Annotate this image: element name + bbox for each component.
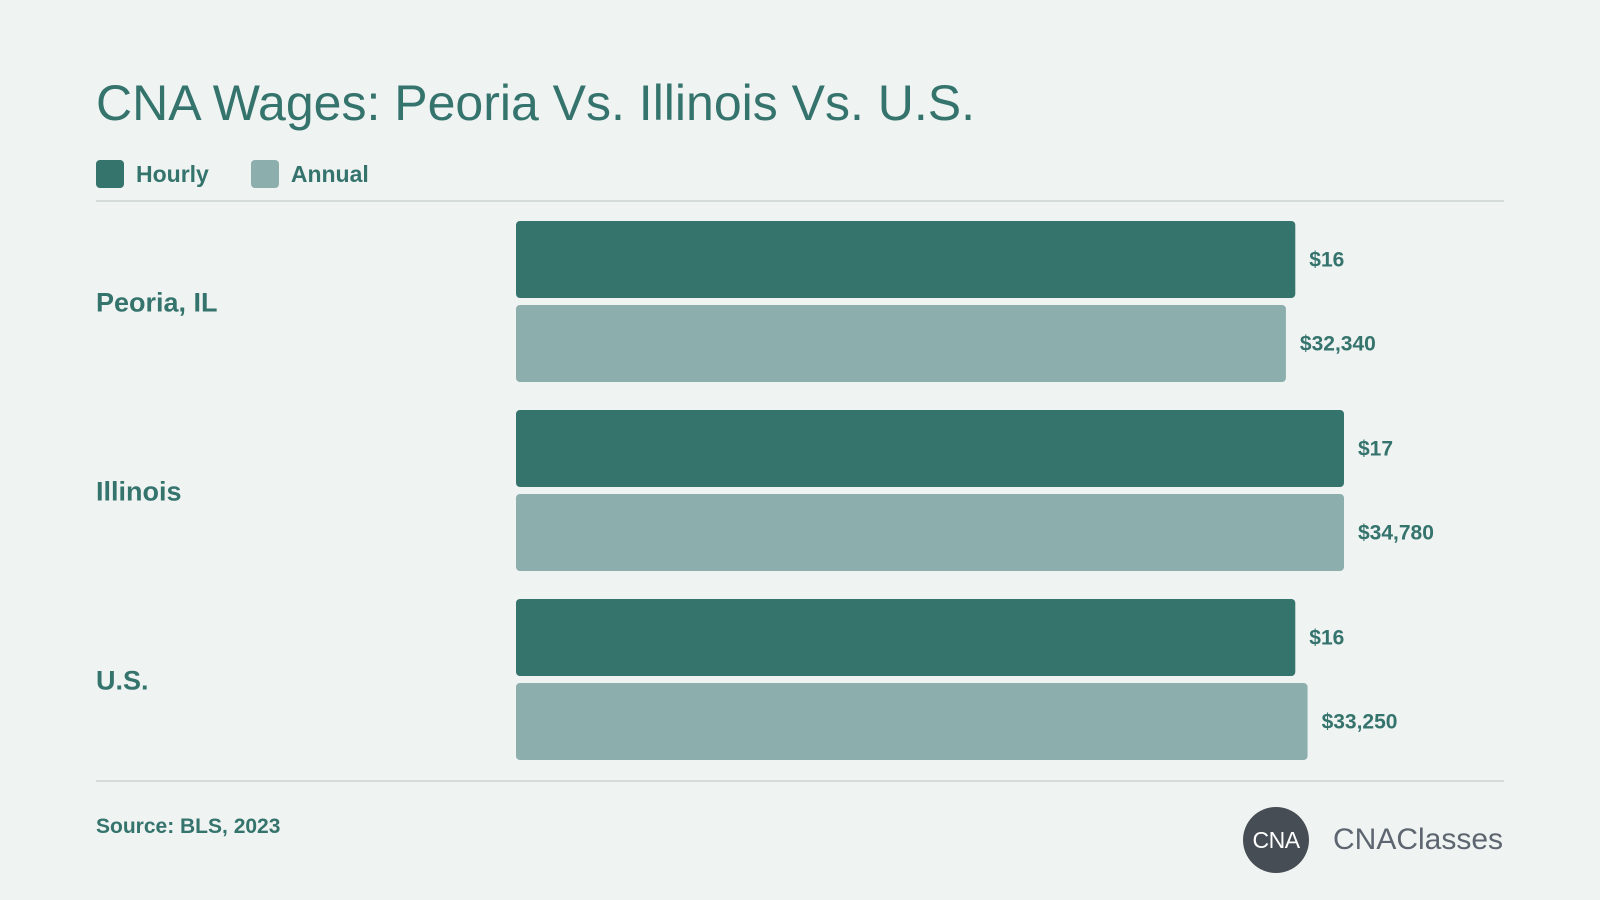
legend-item-hourly: Hourly bbox=[96, 160, 209, 188]
bar-annual-u-s bbox=[516, 683, 1308, 760]
brand-name: CNAClasses bbox=[1333, 823, 1504, 856]
brand-logo: CNA CNAClasses bbox=[1243, 807, 1503, 873]
legend-label-hourly: Hourly bbox=[136, 160, 209, 187]
legend-swatch-hourly bbox=[96, 160, 124, 188]
bar-hourly-u-s bbox=[516, 599, 1296, 676]
chart-title: CNA Wages: Peoria Vs. Illinois Vs. U.S. bbox=[96, 75, 976, 131]
bar-annual-illinois bbox=[516, 494, 1344, 571]
category-label-u-s: U.S. bbox=[96, 666, 149, 696]
value-label-annual-u-s: $33,250 bbox=[1322, 711, 1398, 734]
value-label-annual-illinois: $34,780 bbox=[1358, 522, 1434, 545]
bar-hourly-illinois bbox=[516, 410, 1344, 487]
legend-label-annual: Annual bbox=[290, 160, 369, 187]
legend-item-annual: Annual bbox=[250, 160, 369, 188]
bar-annual-peoria-il bbox=[516, 305, 1286, 382]
value-label-hourly-illinois: $17 bbox=[1358, 438, 1393, 461]
top-divider bbox=[96, 200, 1504, 202]
category-label-illinois: Illinois bbox=[96, 477, 182, 507]
bar-hourly-peoria-il bbox=[516, 221, 1296, 298]
brand-logo-badge: CNA bbox=[1243, 807, 1309, 873]
legend: Hourly Annual bbox=[96, 160, 411, 188]
value-label-hourly-peoria-il: $16 bbox=[1309, 249, 1344, 272]
source-note: Source: BLS, 2023 bbox=[96, 815, 281, 838]
value-label-annual-peoria-il: $32,340 bbox=[1300, 333, 1376, 356]
bottom-divider bbox=[96, 780, 1504, 782]
value-label-hourly-u-s: $16 bbox=[1309, 627, 1344, 650]
category-label-peoria-il: Peoria, IL bbox=[96, 288, 218, 318]
legend-swatch-annual bbox=[250, 160, 279, 188]
